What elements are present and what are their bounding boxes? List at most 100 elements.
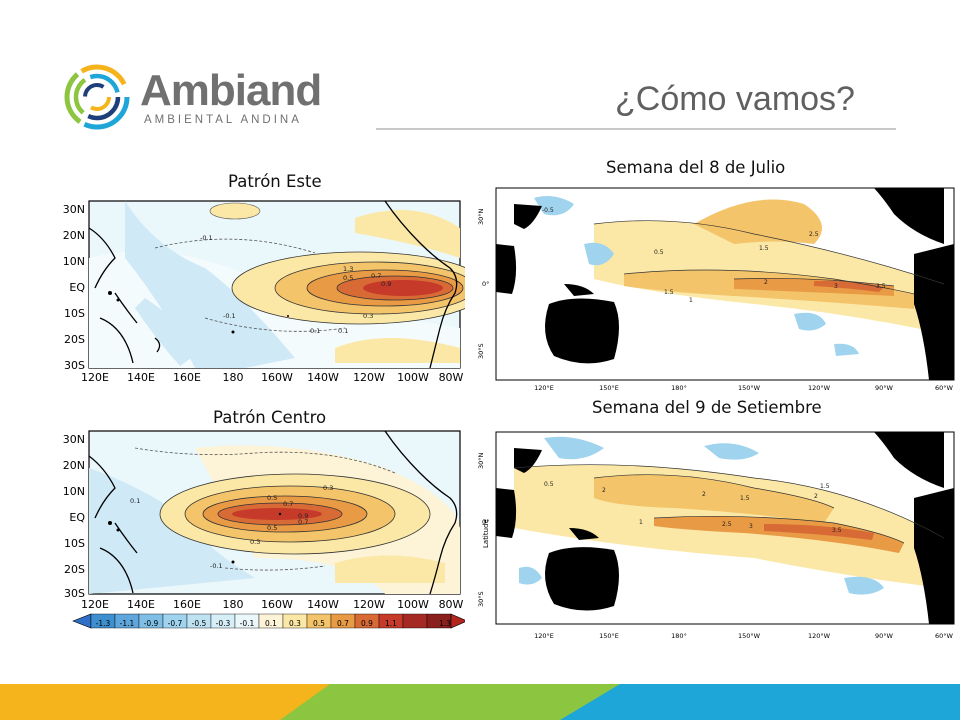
july-week-map: 30°N 0° 30°S 120°E 150°E 180° 150°W 120°…	[477, 187, 955, 392]
contour-label: 2	[602, 487, 606, 494]
july-week-caption: Semana del 8 de Julio	[606, 158, 786, 177]
anomaly-colorbar	[72, 613, 465, 629]
y-tick-label: 10S	[64, 537, 85, 550]
colorbar-label: 0.7	[337, 619, 349, 628]
colorbar-label: 0.1	[265, 619, 277, 628]
x-tick-label: 150°W	[738, 384, 761, 392]
x-tick-label: 160E	[173, 371, 201, 383]
contour-label: -0.1	[223, 312, 236, 320]
x-tick-label: 160E	[173, 598, 201, 611]
contour-label: 0.1	[310, 327, 320, 335]
x-tick-label: 120°E	[534, 632, 554, 640]
x-tick-label: 120E	[81, 598, 109, 611]
contour-label: 1	[689, 297, 693, 304]
y-tick-label: 30S	[64, 359, 85, 372]
contour-label: 2.5	[722, 521, 732, 528]
east-pattern-map: 30N 20N 10N EQ 10S 20S 30S 120E 140E 160…	[63, 200, 465, 383]
y-tick-label: 10N	[63, 255, 85, 268]
contour-label: 0.1	[338, 327, 348, 335]
contour-label: 2.5	[809, 231, 819, 238]
y-tick-label: 20N	[63, 229, 85, 242]
x-tick-label: 80W	[439, 371, 464, 383]
contour-label: 1.5	[759, 245, 769, 252]
y-tick-label: 20S	[64, 563, 85, 576]
x-tick-label: 120°E	[534, 384, 554, 392]
contour-label: 2	[764, 279, 768, 286]
colorbar-label: 0.9	[361, 619, 373, 628]
x-tick-label: 140W	[307, 371, 339, 383]
x-tick-label: 60°W	[935, 632, 954, 640]
y-tick-label: 30N	[63, 203, 85, 216]
contour-label: 0.5	[267, 524, 277, 532]
contour-label: 0.5	[544, 481, 554, 488]
contour-label: 0.1	[130, 497, 140, 505]
east-pattern-caption: Patrón Este	[228, 172, 322, 191]
september-week-caption: Semana del 9 de Setiembre	[592, 398, 822, 417]
contour-label: 0.5	[654, 249, 664, 256]
contour-label: 0.3	[323, 484, 333, 492]
contour-label: 3	[749, 523, 753, 530]
x-tick-label: 180	[223, 371, 244, 383]
x-tick-label: 140E	[127, 598, 155, 611]
x-tick-label: 100W	[397, 371, 429, 383]
x-tick-label: 120W	[353, 371, 385, 383]
y-tick-label: EQ	[69, 281, 85, 294]
colorbar-label: 0.3	[289, 619, 301, 628]
x-tick-label: 80W	[439, 598, 464, 611]
x-tick-label: 120W	[353, 598, 385, 611]
swirl-logo-icon	[64, 64, 130, 130]
contour-label: 1.3	[343, 265, 353, 273]
y-tick-label: EQ	[69, 511, 85, 524]
contour-label: 0.3	[363, 312, 373, 320]
x-tick-label: 120°W	[808, 632, 831, 640]
contour-label: 3.5	[876, 283, 886, 290]
x-tick-label: 60°W	[935, 384, 954, 392]
x-tick-label: 90°W	[875, 384, 894, 392]
central-pattern-map: 30N 20N 10N EQ 10S 20S 30S 120E 140E 160…	[63, 430, 465, 629]
title-divider	[376, 128, 896, 130]
x-tick-label: 140E	[127, 371, 155, 383]
y-tick-label: 30S	[64, 587, 85, 600]
y-axis-label: Latitude	[482, 519, 490, 548]
contour-label: 2	[702, 491, 706, 498]
contour-label: 0.7	[283, 500, 293, 508]
x-tick-label: 90°W	[875, 632, 894, 640]
contour-label: 0.9	[298, 512, 308, 520]
contour-label: 0.9	[381, 280, 391, 288]
contour-label: 1.5	[664, 289, 674, 296]
contour-label: -0.5	[542, 207, 554, 214]
footer-color-stripe	[0, 684, 960, 720]
x-tick-label: 160W	[261, 371, 293, 383]
y-tick-label: 30°S	[477, 343, 485, 359]
colorbar-label: -0.7	[168, 619, 183, 628]
contour-label: 1.5	[820, 483, 830, 490]
x-tick-label: 160W	[261, 598, 293, 611]
colorbar-label: -0.3	[216, 619, 231, 628]
x-tick-label: 150°E	[599, 384, 619, 392]
y-tick-label: 10S	[64, 307, 85, 320]
september-week-map: Latitude 30°N 0° 30°S 120°E 150°E 180° 1…	[477, 431, 955, 640]
colorbar-label: 1.1	[385, 619, 397, 628]
colorbar-label: -1.1	[120, 619, 135, 628]
logo-wordmark: Ambiand	[140, 66, 322, 115]
y-tick-label: 30°N	[477, 452, 485, 469]
contour-label: 0.3	[250, 538, 260, 546]
contour-label: 1	[639, 519, 643, 526]
x-tick-label: 180	[223, 598, 244, 611]
x-tick-label: 180°	[671, 384, 687, 392]
colorbar-label: 0.5	[313, 619, 325, 628]
x-tick-label: 180°	[671, 632, 687, 640]
x-tick-label: 150°E	[599, 632, 619, 640]
x-tick-label: 140W	[307, 598, 339, 611]
colorbar-label: -0.9	[144, 619, 159, 628]
x-tick-label: 150°W	[738, 632, 761, 640]
ambiand-logo: Ambiand AMBIENTAL ANDINA	[62, 62, 332, 134]
y-tick-label: 20N	[63, 459, 85, 472]
y-tick-label: 0°	[482, 518, 489, 526]
contour-label: 0.7	[371, 272, 381, 280]
x-tick-label: 120°W	[808, 384, 831, 392]
x-tick-label: 100W	[397, 598, 429, 611]
colorbar-label: -0.1	[240, 619, 255, 628]
y-tick-label: 10N	[63, 485, 85, 498]
contour-label: 3.5	[832, 527, 842, 534]
